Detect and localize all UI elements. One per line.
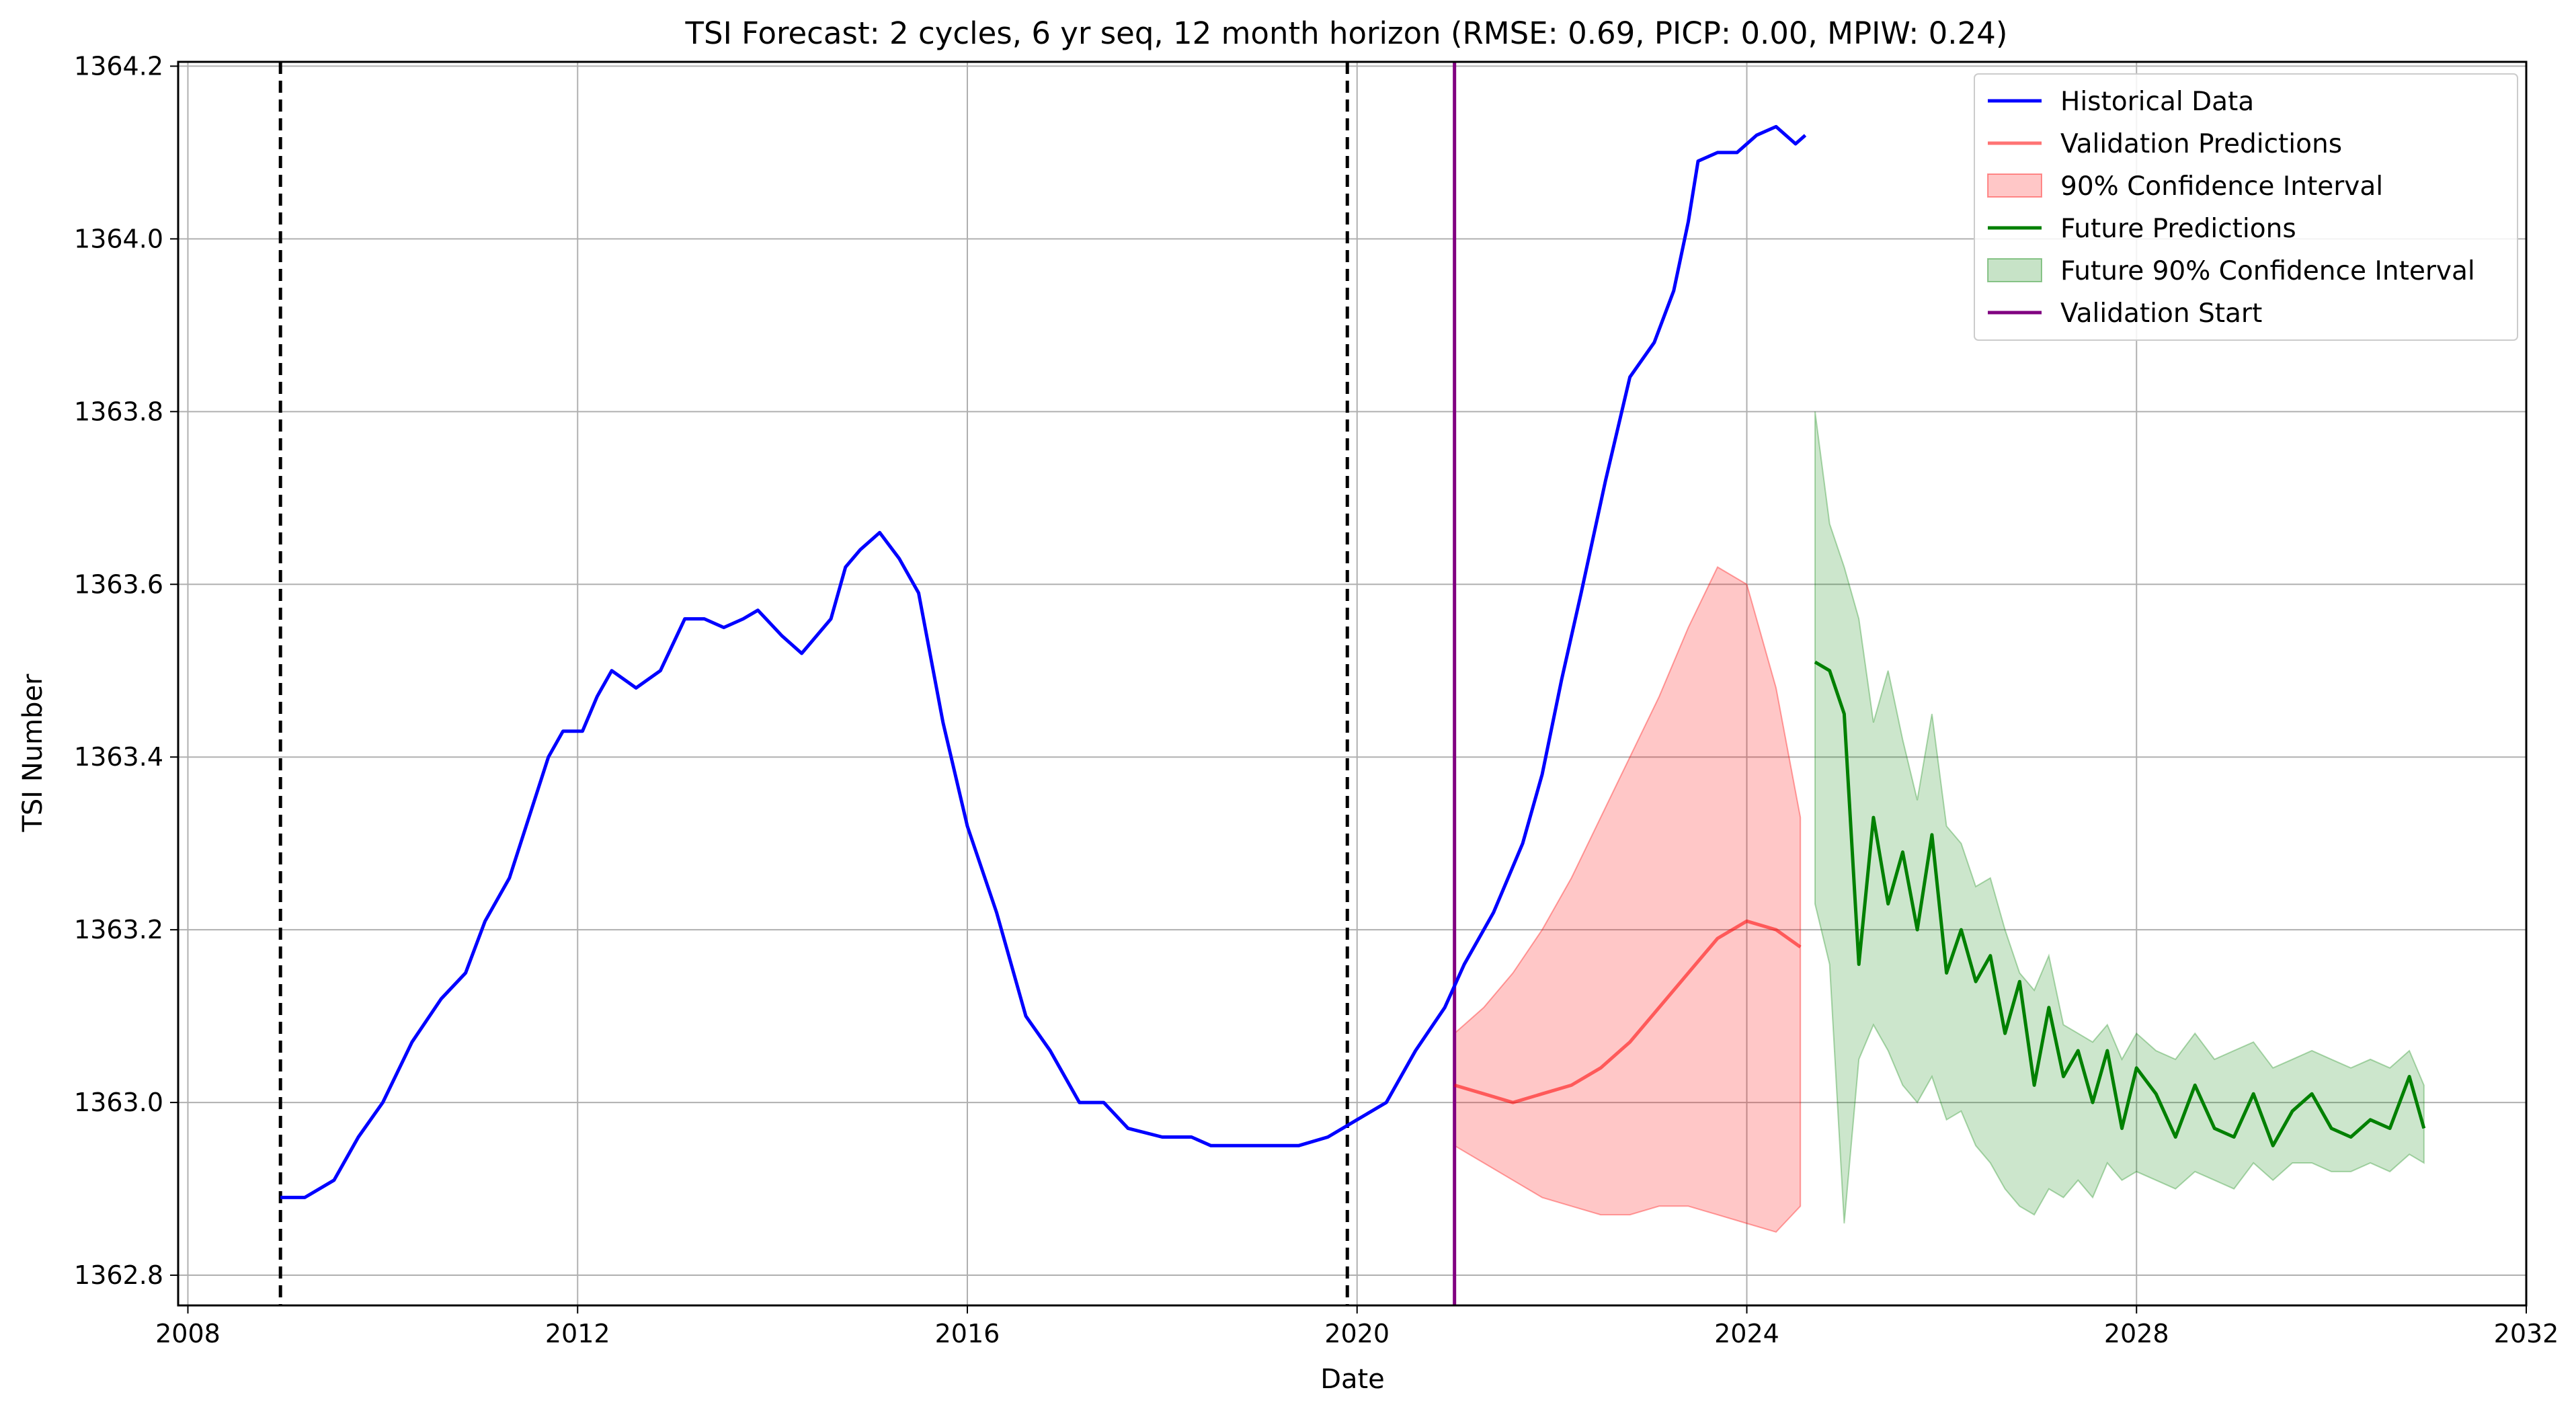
legend-label: Future Predictions: [2060, 214, 2296, 244]
y-tick-label: 1363.4: [74, 742, 163, 772]
validation-confidence-band: [1453, 566, 1802, 1233]
x-tick-label: 2024: [1714, 1319, 1779, 1348]
x-tick-label: 2012: [545, 1319, 610, 1348]
confidence-bands: [1453, 411, 2425, 1233]
x-tick-label: 2028: [2104, 1319, 2169, 1348]
x-tick-label: 2032: [2494, 1319, 2559, 1348]
vertical-markers: [278, 62, 1457, 1305]
legend-label: Validation Start: [2060, 298, 2262, 329]
plot-frame: [177, 60, 2528, 1307]
x-axis-label: Date: [1320, 1364, 1385, 1395]
future-predictions-line: [1814, 660, 2426, 1147]
y-tick-label: 1363.6: [74, 569, 163, 599]
y-tick-label: 1364.0: [74, 224, 163, 253]
legend-label: Historical Data: [2060, 87, 2254, 117]
y-axis-label: TSI Number: [17, 674, 48, 833]
validation-predictions-line: [1453, 919, 1802, 1104]
legend-label: Future 90% Confidence Interval: [2060, 256, 2475, 286]
axis-ticks: 2008 2012 2016 2020 2024 2028 2032 1362.8 1363.0…: [74, 51, 2559, 1348]
chart-title: TSI Forecast: 2 cycles, 6 yr seq, 12 mon…: [685, 15, 2008, 51]
legend-swatch: [1987, 173, 2042, 198]
future-confidence-band: [1814, 411, 2425, 1224]
y-tick-label: 1363.2: [74, 915, 163, 944]
x-tick-label: 2016: [935, 1319, 1000, 1348]
legend-box: [1974, 73, 2518, 341]
legend: Historical Data Validation Predictions 90%…: [1974, 73, 2518, 341]
x-tick-label: 2020: [1324, 1319, 1390, 1348]
y-tick-label: 1364.2: [74, 51, 163, 81]
y-tick-label: 1363.0: [74, 1088, 163, 1117]
x-tick-label: 2008: [155, 1319, 220, 1348]
legend-swatch: [1987, 258, 2042, 282]
series-lines: [280, 124, 2426, 1199]
y-tick-label: 1363.8: [74, 397, 163, 426]
historical-data-line: [280, 124, 1807, 1199]
y-tick-label: 1362.8: [74, 1260, 163, 1290]
grid: [178, 62, 2527, 1305]
legend-label: 90% Confidence Interval: [2060, 171, 2383, 202]
legend-label: Validation Predictions: [2060, 129, 2342, 159]
